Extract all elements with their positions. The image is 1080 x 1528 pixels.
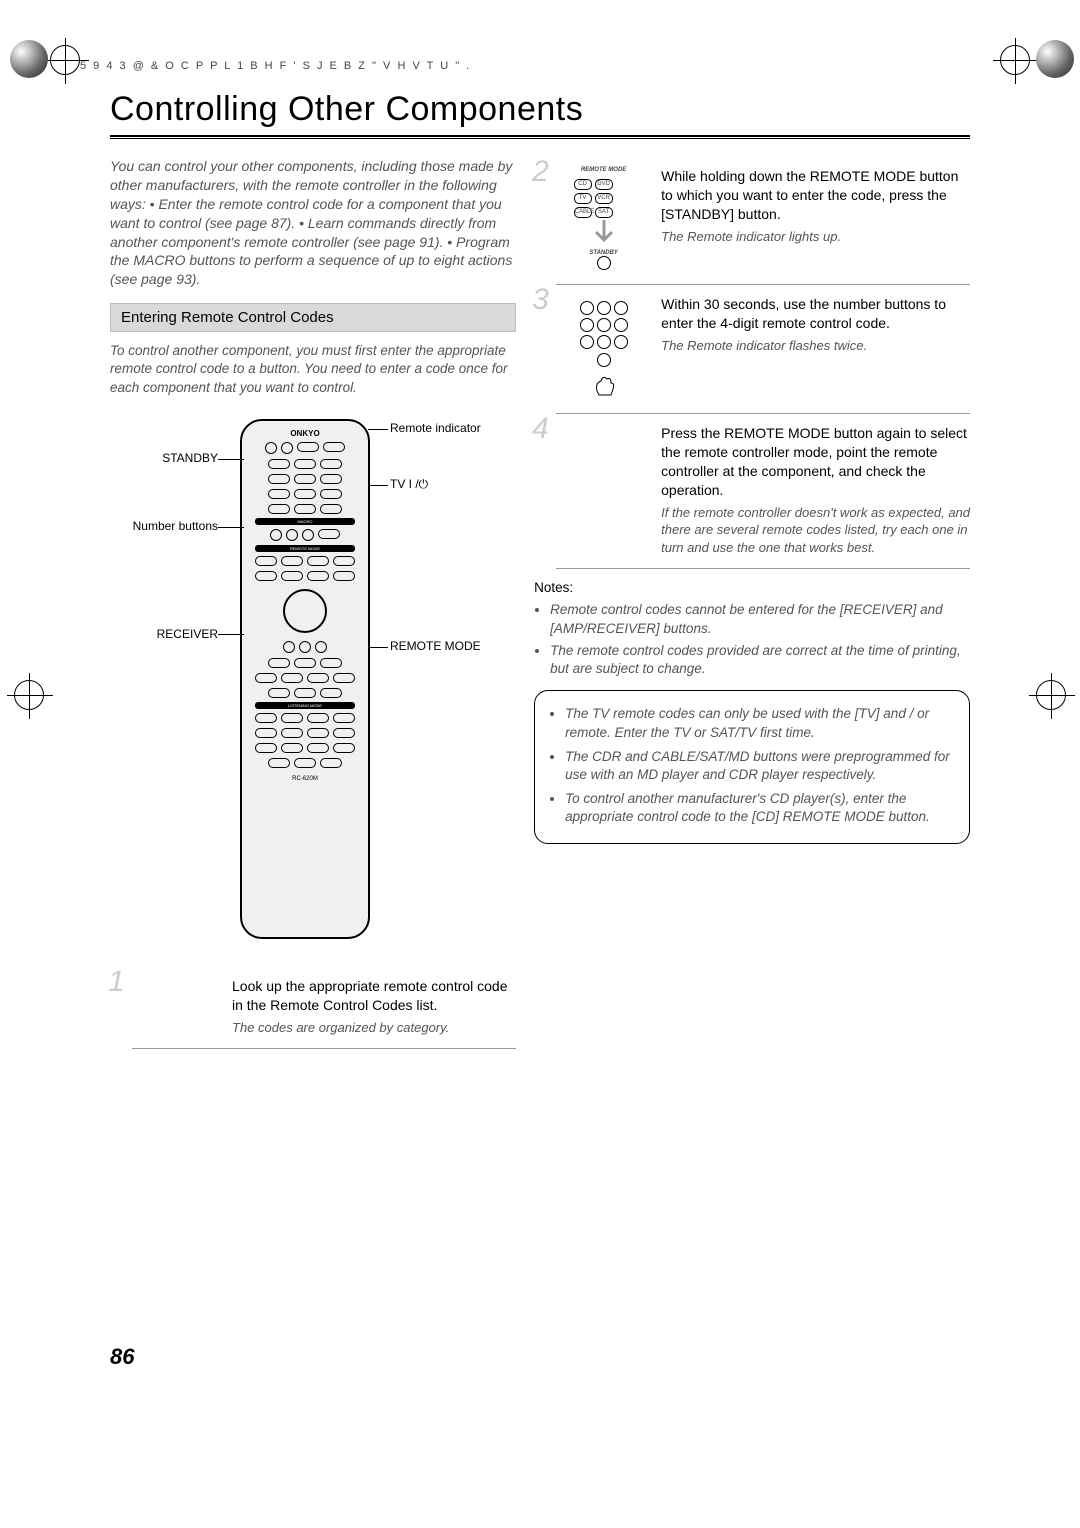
step-1-text: Look up the appropriate remote control c…: [232, 977, 516, 1015]
step-3-text: Within 30 seconds, use the number button…: [661, 295, 970, 333]
label-remote-indicator: Remote indicator: [390, 421, 510, 435]
tip-item: The TV remote codes can only be used wit…: [565, 705, 955, 741]
step-number: 1: [108, 967, 125, 997]
num-btn: [580, 318, 594, 332]
standby-button-icon: [597, 256, 611, 270]
label-standby: STANDBY: [110, 451, 218, 465]
step-number: 2: [532, 157, 549, 187]
leader-line: [368, 647, 388, 648]
tip-item: To control another manufacturer's CD pla…: [565, 790, 955, 826]
title-rule: [110, 135, 970, 139]
remote-brand: ONKYO: [290, 429, 319, 438]
tip-box: The TV remote codes can only be used wit…: [534, 690, 970, 843]
leader-line: [368, 429, 388, 430]
hand-press-icon: [589, 369, 619, 399]
step-2: 2 REMOTE MODE CD DVD TV VCR CABLE SAT: [534, 157, 970, 285]
section-intro-text: To control another component, you must f…: [110, 342, 516, 397]
macro-bar: MACRO: [255, 518, 355, 525]
fig-label-remote-mode: REMOTE MODE: [556, 167, 651, 173]
num-btn: [580, 335, 594, 349]
page-number: 86: [110, 1344, 134, 1370]
step-4: 4 Press the REMOTE MODE button again to …: [534, 414, 970, 569]
leader-line: [218, 459, 244, 460]
label-receiver: RECEIVER: [110, 627, 218, 641]
step-4-text: Press the REMOTE MODE button again to se…: [661, 424, 970, 500]
num-btn: [597, 301, 611, 315]
step-number: 3: [532, 285, 549, 315]
page-content: Controlling Other Components You can con…: [110, 90, 970, 1340]
header-meta-line: 5 9 4 3 @ & O C P P L 1 B H F ' S J E B …: [80, 60, 471, 72]
section-heading-bar: Entering Remote Control Codes: [110, 303, 516, 332]
corner-sphere-tr: [1036, 40, 1074, 78]
mode-btn-vcr: VCR: [595, 193, 613, 204]
left-column: You can control your other components, i…: [110, 157, 516, 1049]
step-4-subtext: If the remote controller doesn't work as…: [661, 504, 970, 557]
step-2-figure: REMOTE MODE CD DVD TV VCR CABLE SAT: [556, 167, 651, 272]
leader-line: [368, 485, 388, 486]
listening-mode-bar: LISTENING MODE: [255, 702, 355, 709]
leader-line: [218, 527, 244, 528]
step-2-subtext: The Remote indicator lights up.: [661, 228, 970, 246]
remote-model: RC-620M: [292, 776, 318, 782]
registration-mark-tr: [1000, 45, 1030, 75]
remote-inner-buttons: ONKYO MACRO REMOTE MODE: [248, 427, 362, 931]
mode-btn-dvd: DVD: [595, 179, 613, 190]
step-3-subtext: The Remote indicator flashes twice.: [661, 337, 970, 355]
leader-line: [218, 634, 244, 635]
mode-btn-cable: CABLE: [574, 207, 592, 218]
tip-item: The CDR and CABLE/SAT/MD buttons were pr…: [565, 748, 955, 784]
num-btn: [597, 335, 611, 349]
registration-mark-tl: [50, 45, 80, 75]
intro-paragraph: You can control your other components, i…: [110, 157, 516, 289]
notes-section: Notes: Remote control codes cannot be en…: [534, 579, 970, 678]
step-3: 3: [534, 285, 970, 414]
mode-btn-sat: SAT: [595, 207, 613, 218]
step-1: 1 Look up the appropriate remote control…: [110, 967, 516, 1049]
two-column-layout: You can control your other components, i…: [110, 157, 970, 1049]
num-btn-0: [597, 353, 611, 367]
num-btn: [580, 301, 594, 315]
registration-mark-ml: [14, 680, 44, 710]
num-btn: [597, 318, 611, 332]
step-2-text: While holding down the REMOTE MODE butto…: [661, 167, 970, 224]
notes-label: Notes:: [534, 580, 573, 595]
right-column: 2 REMOTE MODE CD DVD TV VCR CABLE SAT: [534, 157, 970, 1049]
num-btn: [614, 301, 628, 315]
page-title: Controlling Other Components: [110, 90, 970, 129]
label-remote-mode: REMOTE MODE: [390, 639, 510, 653]
note-item: The remote control codes provided are co…: [550, 642, 970, 678]
num-btn: [614, 335, 628, 349]
step-3-figure: [556, 295, 651, 401]
step-1-subtext: The codes are organized by category.: [232, 1019, 516, 1037]
num-btn: [614, 318, 628, 332]
label-tv-power: TV I /⏻: [390, 477, 510, 491]
nav-wheel: [283, 589, 327, 633]
remote-body-outline: ONKYO MACRO REMOTE MODE: [240, 419, 370, 939]
registration-mark-mr: [1036, 680, 1066, 710]
remote-mode-bar: REMOTE MODE: [255, 545, 355, 552]
corner-sphere-tl: [10, 40, 48, 78]
mode-btn-cd: CD: [574, 179, 592, 190]
label-number-buttons: Number buttons: [110, 519, 218, 533]
remote-controller-diagram: ONKYO MACRO REMOTE MODE: [110, 409, 516, 949]
mode-btn-tv: TV: [574, 193, 592, 204]
step-4-figure: [556, 424, 651, 556]
note-item: Remote control codes cannot be entered f…: [550, 601, 970, 637]
step-number: 4: [532, 414, 549, 444]
arrow-down-icon: [584, 218, 624, 248]
